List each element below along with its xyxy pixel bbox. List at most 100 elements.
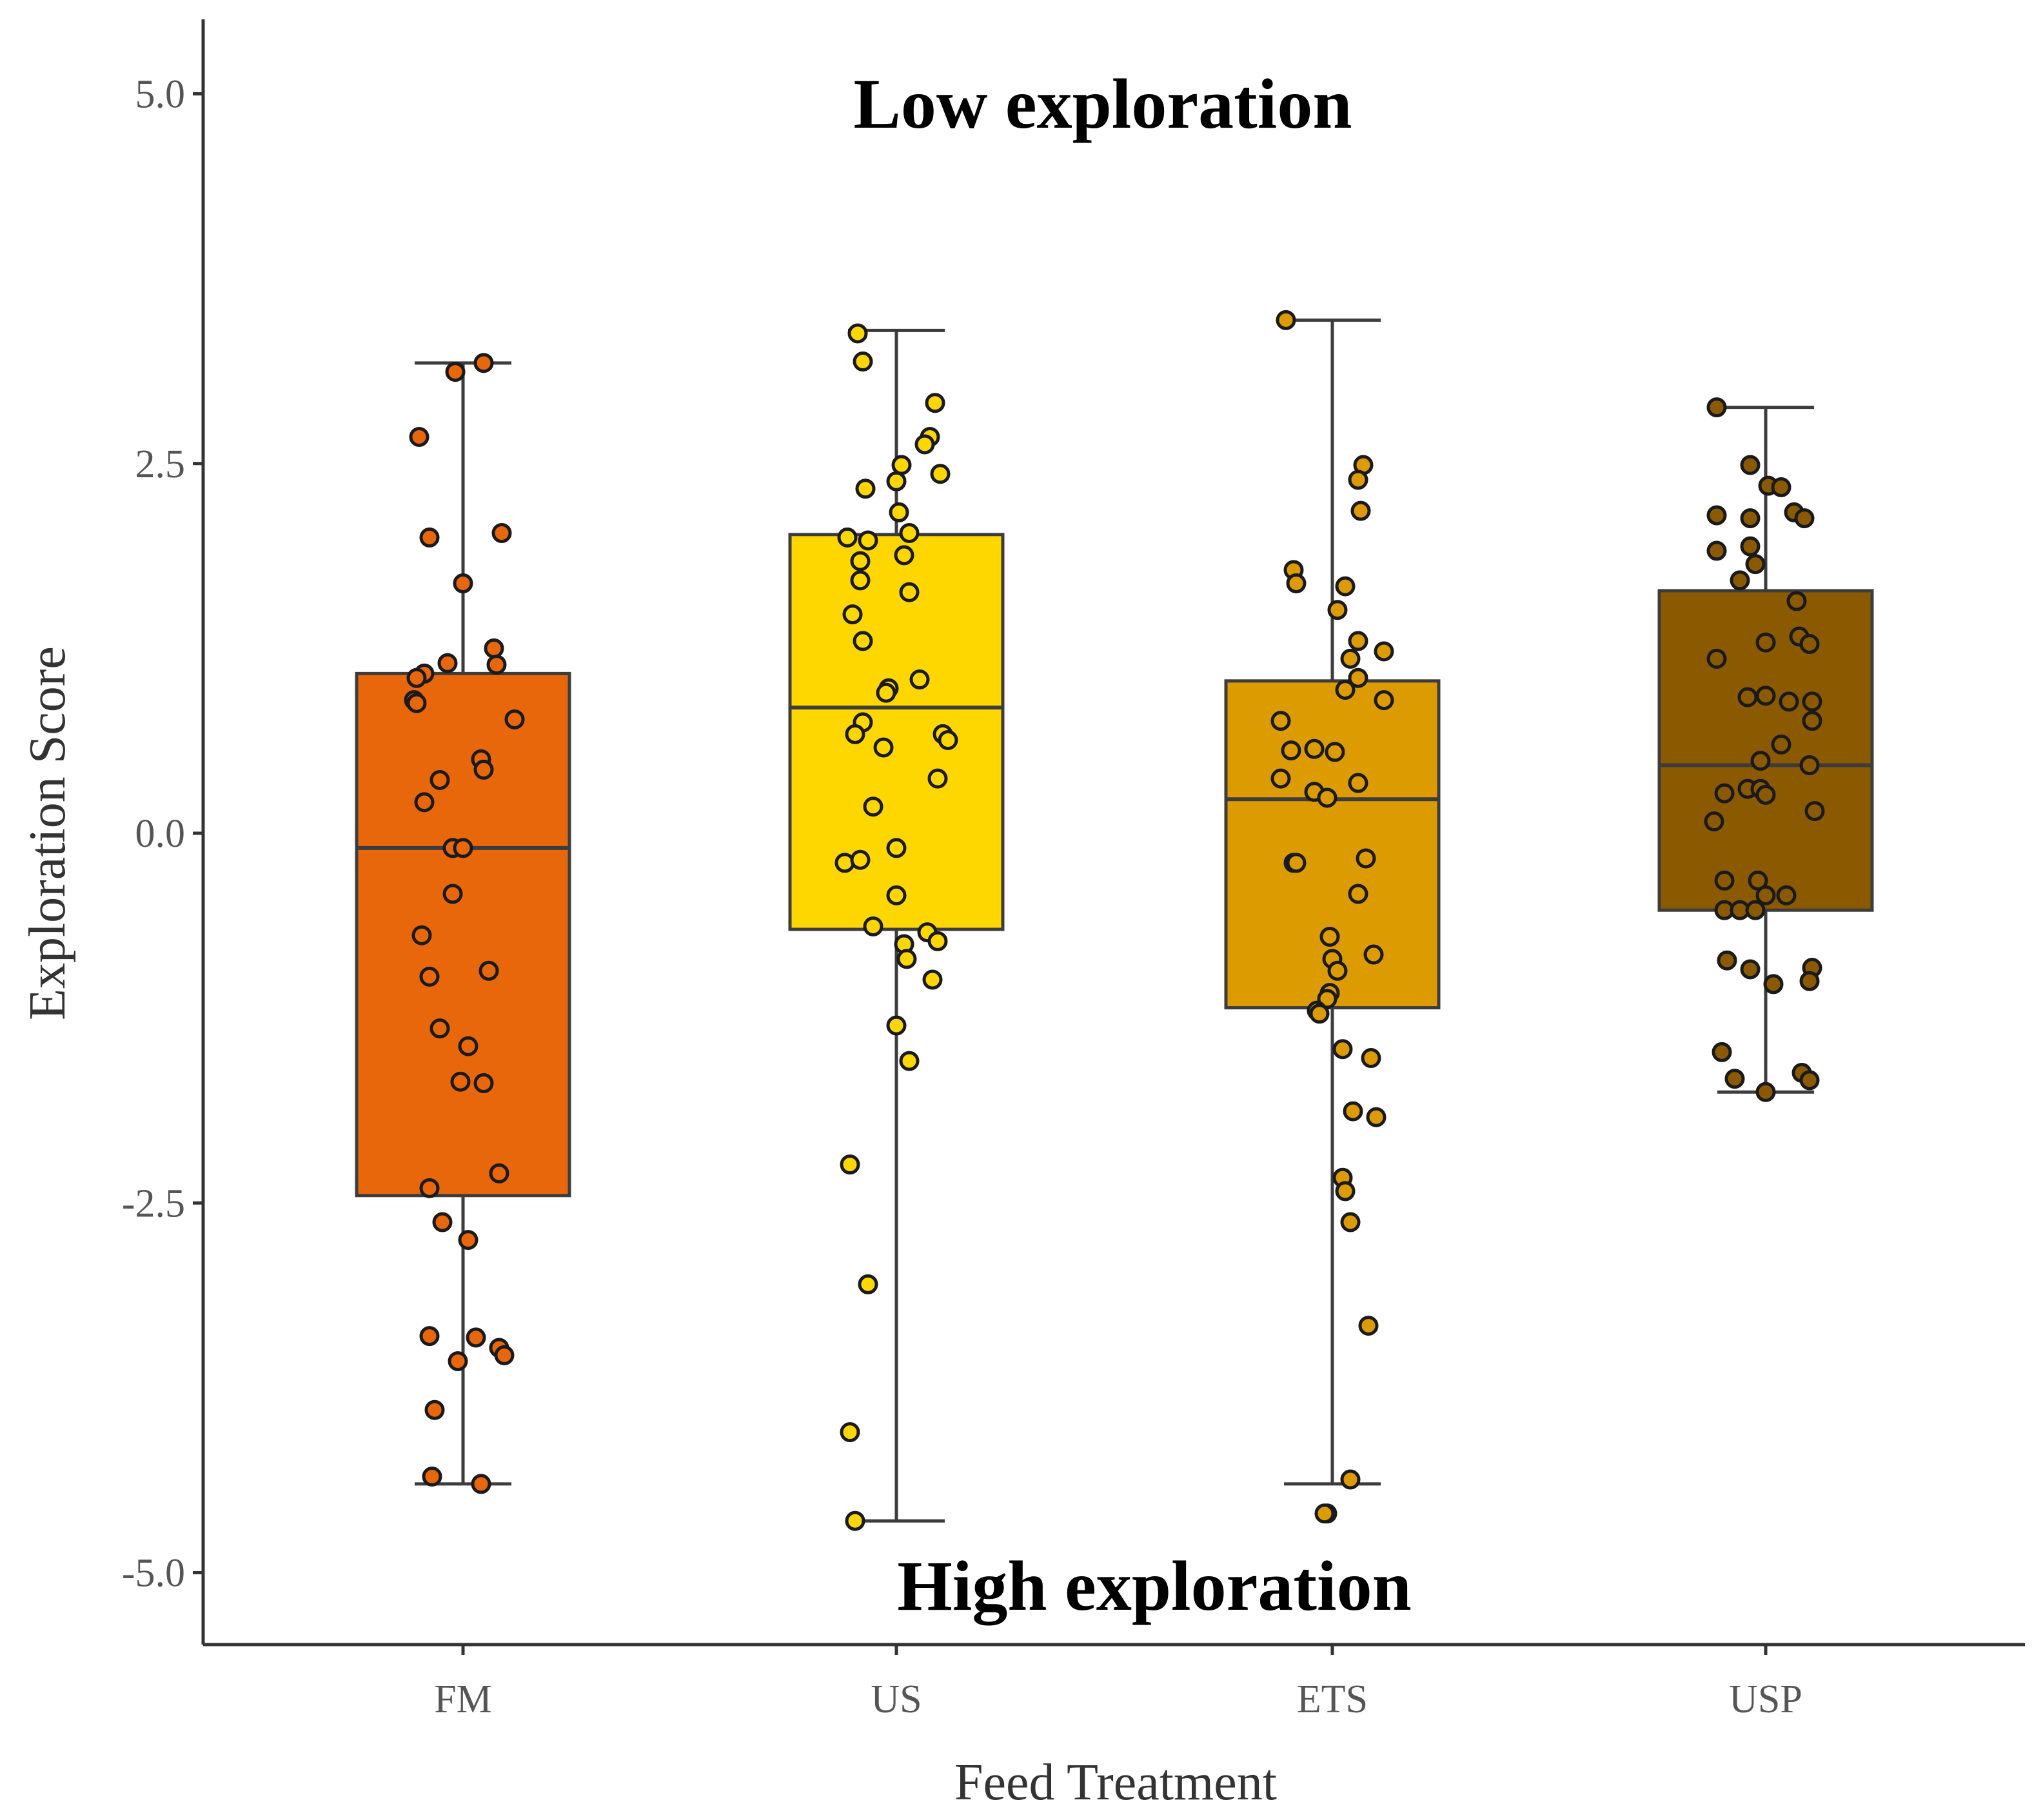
data-point <box>504 709 525 729</box>
data-point <box>419 1326 440 1347</box>
data-point <box>858 1274 878 1294</box>
data-point <box>1737 687 1758 707</box>
data-point <box>1340 648 1361 669</box>
y-axis-title: Exploration Score <box>19 646 76 1020</box>
points-ets <box>1270 310 1394 1524</box>
data-point <box>1350 500 1371 521</box>
data-point <box>406 693 427 713</box>
data-point <box>432 1212 453 1232</box>
y-tick-label: 2.5 <box>135 442 186 486</box>
data-point <box>1712 1042 1732 1062</box>
data-point <box>889 502 909 522</box>
data-point <box>899 523 920 544</box>
data-point <box>914 434 935 455</box>
data-point <box>1325 742 1345 762</box>
data-point <box>840 1154 860 1175</box>
data-point <box>853 631 873 651</box>
data-point <box>414 792 435 813</box>
data-point <box>1740 455 1761 475</box>
data-point <box>1730 570 1750 591</box>
data-point <box>1348 668 1368 688</box>
data-point <box>458 1230 479 1251</box>
data-point <box>458 1036 479 1056</box>
data-point <box>419 527 440 548</box>
data-point <box>453 573 473 593</box>
data-point <box>837 527 858 548</box>
data-point <box>1304 738 1325 759</box>
y-tick-label: 5.0 <box>135 73 186 117</box>
data-point <box>891 455 912 475</box>
y-tick-label: 0.0 <box>135 812 186 856</box>
data-point <box>424 1400 445 1420</box>
data-point <box>484 638 504 658</box>
data-point <box>896 949 917 969</box>
data-point <box>1714 783 1735 804</box>
box-group-ets <box>1224 318 1441 1486</box>
data-point <box>1740 536 1761 557</box>
data-point <box>927 768 948 789</box>
box-group-fm <box>355 361 571 1486</box>
data-point <box>466 1327 486 1348</box>
data-point <box>486 655 507 675</box>
data-point <box>1740 508 1761 529</box>
data-point <box>1799 755 1820 776</box>
data-point <box>1276 310 1296 330</box>
data-point <box>1361 1048 1381 1069</box>
data-point <box>1755 1082 1776 1102</box>
data-point <box>927 931 948 951</box>
data-point <box>1804 801 1825 822</box>
data-point <box>847 323 868 344</box>
data-point <box>1771 734 1791 755</box>
data-point <box>1363 944 1384 965</box>
data-point <box>886 838 907 858</box>
data-point <box>1270 768 1291 789</box>
data-point <box>876 682 896 703</box>
data-point <box>1794 508 1815 529</box>
data-point <box>1706 397 1727 418</box>
data-point <box>1776 885 1797 905</box>
data-point <box>1745 900 1766 920</box>
data-point <box>886 885 907 905</box>
data-point <box>834 853 855 873</box>
data-point <box>1745 554 1766 575</box>
data-point <box>1755 784 1776 805</box>
x-axis-title: Feed Treatment <box>954 1754 1277 1811</box>
data-point <box>1332 1039 1353 1060</box>
data-point <box>422 1466 442 1487</box>
data-point <box>442 884 463 904</box>
data-point <box>863 916 883 936</box>
data-point <box>1343 1101 1363 1122</box>
data-point <box>840 1422 860 1443</box>
data-point <box>479 960 499 981</box>
data-point <box>863 796 883 817</box>
data-point <box>1799 1070 1820 1091</box>
data-point <box>491 523 512 544</box>
data-point <box>411 925 432 945</box>
data-point <box>922 969 943 990</box>
data-point <box>489 1163 509 1183</box>
data-point <box>1340 1469 1361 1490</box>
data-point <box>925 393 945 413</box>
data-point <box>1755 632 1776 653</box>
data-point <box>1779 691 1799 712</box>
data-point <box>1802 691 1822 712</box>
data-point <box>1706 540 1727 561</box>
data-point <box>1348 884 1368 904</box>
data-point <box>1755 686 1776 706</box>
data-point <box>429 1018 450 1039</box>
x-tick-label: USP <box>1729 1677 1802 1721</box>
data-point <box>1327 960 1348 981</box>
points-fm <box>404 353 525 1494</box>
data-point <box>1374 641 1394 662</box>
data-point <box>1748 870 1768 891</box>
data-point <box>1335 576 1356 597</box>
y-ticks: 5.0 2.5 0.0 -2.5 -5.0 <box>122 73 203 1596</box>
data-point <box>1799 971 1820 991</box>
data-point <box>1366 1107 1387 1127</box>
data-point <box>845 1510 865 1531</box>
points-layer <box>404 310 1825 1531</box>
data-point <box>1327 600 1348 620</box>
data-point <box>1714 870 1735 891</box>
data-point <box>1799 633 1820 654</box>
data-point <box>437 653 458 673</box>
